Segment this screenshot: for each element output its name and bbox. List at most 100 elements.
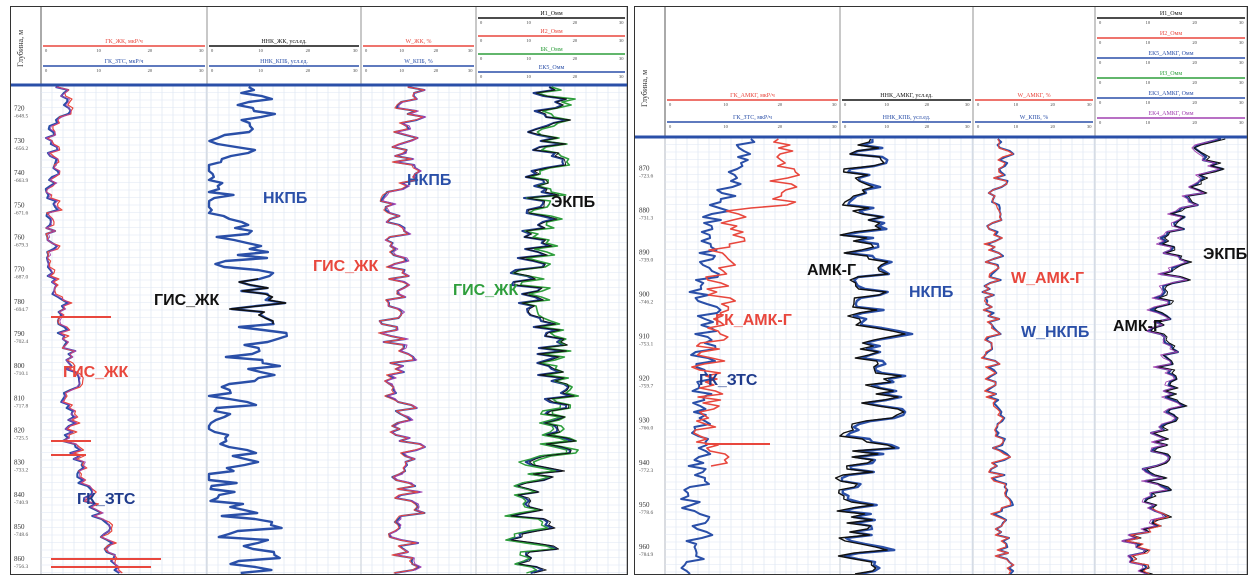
left-depth-tick-md: 840 xyxy=(14,491,25,499)
right-depth-tick-md: 910 xyxy=(639,333,650,341)
left-depth-tick-md: 820 xyxy=(14,426,25,434)
right-depth-tick-tvd: -778.6 xyxy=(639,510,653,516)
right-depth-tick-tvd: -723.6 xyxy=(639,174,653,180)
left-depth-tick-tvd: -694.7 xyxy=(14,307,28,313)
left-depth-tick-tvd: -656.2 xyxy=(14,146,28,152)
right-track-scale-number: 10 xyxy=(1146,100,1151,105)
right-track-header: ЕК3_АМКГ, Омм xyxy=(1148,91,1193,97)
right-depth-axis-label: Глубина, м xyxy=(640,70,649,107)
right-track-scale-number: 0 xyxy=(1099,80,1102,85)
right-curve-label: ГК_АМК-Г xyxy=(715,312,792,329)
right-track-scale-number: 0 xyxy=(1099,20,1102,25)
left-curve-label: ЭКПБ xyxy=(551,194,595,211)
right-track-scale-number: 20 xyxy=(925,124,930,129)
right-track-2-grid xyxy=(972,136,1095,574)
left-w-zhk-curve xyxy=(377,86,426,574)
right-track-scale-number: 20 xyxy=(1192,100,1197,105)
left-depth-tick-tvd: -756.3 xyxy=(14,564,28,570)
left-track-scale-number: 10 xyxy=(258,68,263,73)
left-w-purple-curve xyxy=(379,86,427,574)
right-depth-tick-tvd: -739.0 xyxy=(639,258,653,264)
right-depth-axis: Глубина, м 870-723.6 880-731.3 890-739.0 900… xyxy=(639,7,666,574)
left-curves xyxy=(44,85,580,574)
right-track-scale-number: 10 xyxy=(723,102,728,107)
right-track-scale-number: 20 xyxy=(778,124,783,129)
right-depth-tick-md: 950 xyxy=(639,501,650,509)
right-depth-tick-md: 940 xyxy=(639,459,650,467)
left-depth-tick-md: 850 xyxy=(14,523,25,531)
left-depth-tick-md: 860 xyxy=(14,555,25,563)
right-track-scale-number: 30 xyxy=(832,124,837,129)
left-track-scale-number: 0 xyxy=(365,68,368,73)
left-depth-tick-tvd: -702.4 xyxy=(14,339,28,345)
left-track-scale-number: 0 xyxy=(211,68,214,73)
left-track-header: W_ЖК, % xyxy=(405,39,431,45)
right-track-scale-number: 0 xyxy=(1099,100,1102,105)
right-track-scale-number: 20 xyxy=(1192,120,1197,125)
right-track-scale-number: 20 xyxy=(1192,40,1197,45)
left-curve-label: ГИС_ЖК xyxy=(313,258,378,275)
left-track-header: W_КПБ, % xyxy=(404,59,432,65)
left-depth-axis: Глубина, м 720-648.5 730-656.2 740-663.9 750… xyxy=(14,7,42,574)
panel-left: Глубина, м 720 -648.5 730 -656.2 740 -663.9 750… xyxy=(10,6,628,575)
left-depth-tick-md: 770 xyxy=(14,266,25,274)
left-track-scale-number: 0 xyxy=(45,48,48,53)
right-track-scale-number: 10 xyxy=(1014,102,1019,107)
left-track-scale-number: 30 xyxy=(619,38,624,43)
left-nnk-zhk-curve xyxy=(228,278,287,325)
right-gk-amkg-curve xyxy=(691,138,800,467)
right-track-scale-number: 20 xyxy=(1192,20,1197,25)
right-w-amkg-curve xyxy=(980,138,1015,574)
right-track-scale-number: 30 xyxy=(965,124,970,129)
right-track-scale-number: 0 xyxy=(844,102,847,107)
right-track-scale-number: 0 xyxy=(1099,60,1102,65)
left-depth-tick-tvd: -740.9 xyxy=(14,500,28,506)
right-track-scale-number: 10 xyxy=(1014,124,1019,129)
left-depth-tick-tvd: -748.6 xyxy=(14,532,28,538)
left-track-scale-number: 0 xyxy=(480,74,483,79)
left-track-scale-number: 0 xyxy=(480,56,483,61)
right-depth-tick-tvd: -784.9 xyxy=(639,552,653,558)
right-track-3-grid xyxy=(1094,136,1247,574)
left-depth-tick-md: 740 xyxy=(14,169,25,177)
right-curves xyxy=(680,137,1226,574)
right-curve-label: W_АМК-Г xyxy=(1011,270,1084,287)
left-res-i1-curve xyxy=(510,86,577,574)
left-track-1-grid xyxy=(206,84,362,574)
right-depth-tick-tvd: -753.1 xyxy=(639,342,653,348)
left-track-2-grid xyxy=(360,84,476,574)
right-res-i2-curve xyxy=(1126,507,1170,574)
right-depth-tick-md: 920 xyxy=(639,375,650,383)
left-nnk-kpb-curve xyxy=(207,85,288,574)
right-depth-tick-tvd: -746.2 xyxy=(639,300,653,306)
left-track-header: И1_Омм xyxy=(540,11,562,17)
right-track-header: ГК_АМКГ, мкР/ч xyxy=(730,93,775,99)
left-depth-tick-tvd: -663.9 xyxy=(14,178,28,184)
right-track-scale-number: 0 xyxy=(977,124,980,129)
left-track-scale-number: 30 xyxy=(468,48,473,53)
left-track-scale-number: 20 xyxy=(148,48,153,53)
left-track-scale-number: 20 xyxy=(148,68,153,73)
left-curve-label: ГК_ЗТС xyxy=(77,491,136,508)
right-track-scale-number: 10 xyxy=(884,102,889,107)
right-track-scale-number: 10 xyxy=(1146,60,1151,65)
right-depth-tick-tvd: -772.3 xyxy=(639,468,653,474)
left-track-scale-number: 0 xyxy=(45,68,48,73)
right-curve-label: ГК_ЗТС xyxy=(699,372,758,389)
left-track-scale-number: 10 xyxy=(526,38,531,43)
left-track-header: БК_Омм xyxy=(540,47,563,53)
left-depth-tick-md: 750 xyxy=(14,201,25,209)
right-well-log-chart: Глубина, м 870-723.6 880-731.3 890-739.0 900… xyxy=(635,7,1247,574)
left-track-scale-number: 30 xyxy=(353,48,358,53)
right-track-scale-number: 0 xyxy=(669,124,672,129)
right-track-scale-number: 20 xyxy=(925,102,930,107)
right-track-scale-number: 30 xyxy=(1239,120,1244,125)
right-depth-tick-md: 890 xyxy=(639,249,650,257)
left-depth-tick-tvd: -725.5 xyxy=(14,435,28,441)
left-curve-label: ГИС_ЖК xyxy=(154,292,219,309)
left-depth-tick-tvd: -710.1 xyxy=(14,371,28,377)
left-track-scale-number: 0 xyxy=(365,48,368,53)
right-track-scale-number: 10 xyxy=(1146,80,1151,85)
right-depth-tick-tvd: -759.7 xyxy=(639,384,653,390)
left-curve-label: ГИС_ЖК xyxy=(63,364,128,381)
